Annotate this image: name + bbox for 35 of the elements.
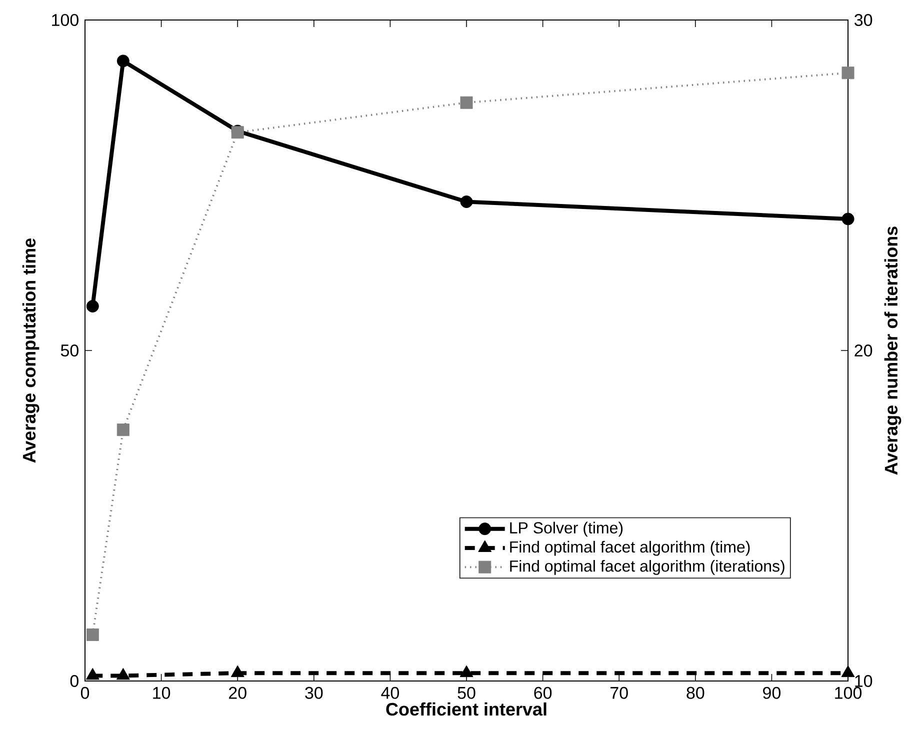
point bbox=[86, 628, 99, 641]
x-tick-label: 30 bbox=[305, 686, 323, 699]
point bbox=[842, 212, 854, 226]
x-tick-label: 70 bbox=[610, 686, 628, 699]
legend-label: LP Solver (time) bbox=[510, 522, 623, 537]
y-tick-label: 50 bbox=[60, 344, 78, 357]
point bbox=[460, 96, 473, 109]
point bbox=[86, 300, 99, 312]
point bbox=[116, 668, 130, 680]
x-tick-label: 50 bbox=[458, 686, 476, 699]
point bbox=[86, 668, 100, 680]
y-axis-title: Average computation time bbox=[22, 238, 40, 463]
point bbox=[460, 196, 473, 208]
y-tick-label: 100 bbox=[52, 14, 78, 26]
legend-label: Find optimal facet algorithm (iterations) bbox=[510, 560, 784, 575]
legend-label: Find optimal facet algorithm (time) bbox=[510, 540, 750, 556]
point bbox=[460, 665, 474, 678]
x-tick-label: 10 bbox=[153, 686, 170, 699]
x-tick-label: 90 bbox=[763, 686, 780, 699]
y2-tick-label: 30 bbox=[854, 14, 872, 26]
x-axis-title: Coefficient interval bbox=[386, 702, 546, 716]
x-tick-label: 60 bbox=[534, 686, 552, 699]
y2-axis-title: Average number of iterations bbox=[884, 226, 902, 475]
point bbox=[230, 665, 244, 678]
x-tick-label: 80 bbox=[686, 686, 704, 699]
point bbox=[842, 66, 854, 80]
point bbox=[116, 54, 130, 68]
point bbox=[116, 424, 130, 436]
x-tick-label: 0 bbox=[80, 686, 90, 699]
y2-tick-label: 10 bbox=[855, 674, 872, 688]
x-tick-label: 40 bbox=[381, 686, 399, 699]
x-tick-label: 20 bbox=[229, 686, 246, 699]
y-tick-label: 0 bbox=[70, 674, 78, 688]
y2-tick-label: 20 bbox=[854, 344, 872, 357]
x-tick-label: 100 bbox=[835, 686, 862, 699]
